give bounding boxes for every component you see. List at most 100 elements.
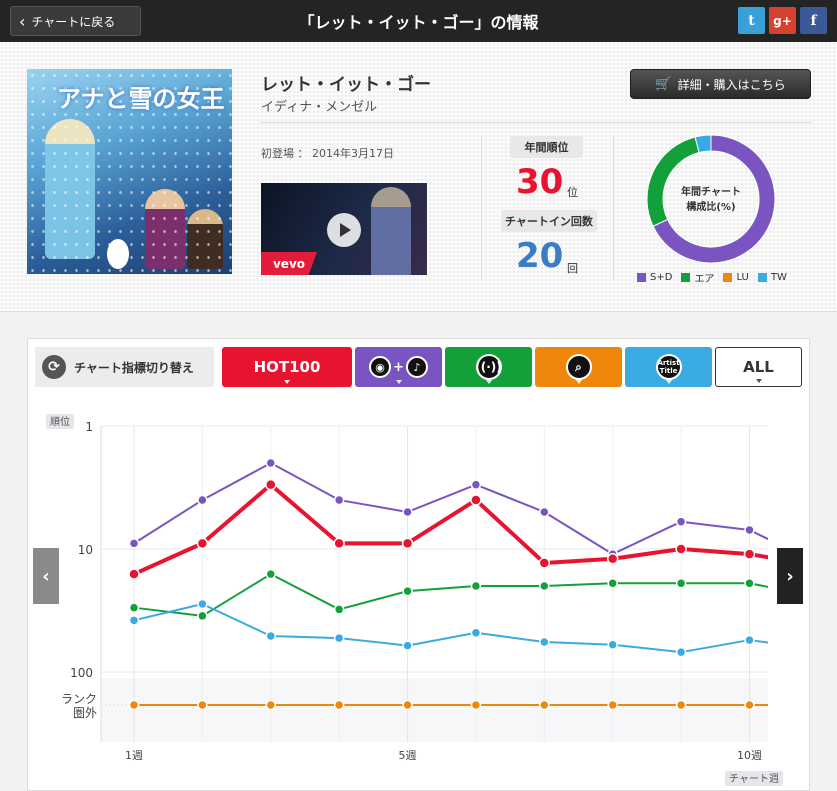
caret-down-icon [284,380,290,384]
caret-down-icon [755,379,762,383]
data-point-TW[interactable] [607,639,618,650]
data-point-HOT100[interactable] [675,543,687,555]
data-point-HOT100[interactable] [743,548,756,560]
legend-label: LU [736,272,749,283]
data-point-エア[interactable] [128,602,140,613]
data-point-HOT100[interactable] [401,537,414,550]
data-point-S+D[interactable] [470,479,482,490]
data-point-HOT100[interactable] [196,537,209,550]
first-appearance-date: 2014年3月17日 [312,147,394,160]
facebook-share-icon[interactable]: f [800,7,827,34]
data-point-LU[interactable] [265,699,277,711]
legend-label: エア [694,274,715,285]
play-icon[interactable] [327,213,361,247]
donut-center-label-2: 構成比(%) [686,200,735,213]
data-point-HOT100[interactable] [333,537,345,550]
data-point-S+D[interactable] [772,539,781,548]
chart-prev-button[interactable]: ‹ [33,548,59,604]
divider [481,135,482,280]
data-point-TW[interactable] [539,636,550,648]
series-line-S+D [133,462,768,556]
data-point-HOT100[interactable] [470,494,482,506]
data-point-エア[interactable] [744,578,755,589]
y-tick-label: 10 [78,543,93,557]
data-point-エア[interactable] [265,568,277,580]
data-point-S+D[interactable] [402,506,413,518]
data-point-TW[interactable] [333,632,345,644]
data-point-LU[interactable] [539,699,550,711]
data-point-HOT100[interactable] [538,557,551,569]
chevron-left-icon: ‹ [19,11,26,31]
tab-all[interactable]: ALL [715,347,802,387]
legend-swatch [637,273,646,282]
x-tick-label: 1週 [125,749,143,762]
data-point-エア[interactable] [333,604,345,615]
tab-airplay[interactable]: ((·)) [445,347,532,387]
composition-legend: S+D エア LU TW [637,270,787,285]
data-point-TW[interactable] [744,634,755,646]
data-point-エア[interactable] [539,580,550,592]
data-point-S+D[interactable] [128,538,140,549]
data-point-S+D[interactable] [744,524,755,536]
data-point-エア[interactable] [675,578,687,589]
annual-rank-unit: 位 [567,186,578,199]
data-point-TW[interactable] [197,598,208,610]
cd-icon: ◉ [369,356,392,378]
switcher-label: ⟳ チャート指標切り替え [35,347,214,387]
data-point-LU[interactable] [744,699,755,711]
tab-sales-download[interactable]: ◉ + ♪ [355,347,442,387]
y-tick-label: 1 [85,420,93,434]
data-point-HOT100[interactable] [128,568,140,580]
buy-details-button[interactable]: 🛒 詳細・購入はこちら [630,69,811,99]
data-point-HOT100[interactable] [606,552,619,565]
data-point-HOT100[interactable] [265,478,277,491]
data-point-LU[interactable] [470,699,482,711]
back-to-chart-button[interactable]: ‹ チャートに戻る [10,6,141,36]
twitter-share-icon[interactable]: t [738,7,765,34]
page-title: 「レット・イット・ゴー」の情報 [298,13,539,32]
tab-lookup[interactable]: ⌕ [535,347,622,387]
data-point-LU[interactable] [607,699,618,711]
data-point-S+D[interactable] [675,516,687,527]
legend-swatch [757,273,767,282]
composition-donut-chart: 年間チャート 構成比(%) [646,134,776,264]
data-point-LU[interactable] [772,701,781,710]
legend-label: S+D [650,272,673,283]
plot-area [128,457,781,711]
music-video-thumbnail[interactable]: vevo [261,183,427,275]
legend-item: エア [681,270,714,285]
data-point-LU[interactable] [675,699,687,711]
first-appearance-label: 初登場 [261,147,294,160]
data-point-S+D[interactable] [539,506,550,518]
data-point-S+D[interactable] [333,494,345,506]
vevo-logo: vevo [261,252,317,275]
tab-hot100[interactable]: HOT100 [222,347,352,387]
data-point-LU[interactable] [197,699,208,711]
data-point-TW[interactable] [772,639,781,648]
data-point-TW[interactable] [265,630,277,642]
data-point-LU[interactable] [402,699,413,711]
tab-hot100-label: HOT100 [253,358,321,376]
data-point-TW[interactable] [470,627,482,639]
tab-twitter[interactable]: Artist Title [625,347,712,387]
legend-item: S+D [637,270,672,285]
data-point-TW[interactable] [675,646,687,658]
y-outside-label: ランク [61,692,97,706]
data-point-エア[interactable] [607,578,618,589]
song-artist[interactable]: イディナ・メンゼル [261,100,378,115]
data-point-LU[interactable] [128,699,140,711]
series-line-HOT100 [133,482,768,576]
data-point-S+D[interactable] [265,457,277,469]
data-point-エア[interactable] [197,610,208,622]
googleplus-share-icon[interactable]: g+ [769,7,796,34]
data-point-LU[interactable] [333,699,345,711]
xlabel-box [725,771,783,786]
data-point-TW[interactable] [128,615,140,626]
data-point-エア[interactable] [470,580,482,592]
chart-next-button[interactable]: › [777,548,803,604]
data-point-エア[interactable] [402,585,413,597]
data-point-S+D[interactable] [197,494,208,506]
annual-rank-label: 年間順位 [510,136,583,158]
song-info-panel: アナと雪の女王 レット・イット・ゴー イディナ・メンゼル 🛒 詳細・購入はこちら… [0,42,837,312]
data-point-TW[interactable] [402,640,413,651]
